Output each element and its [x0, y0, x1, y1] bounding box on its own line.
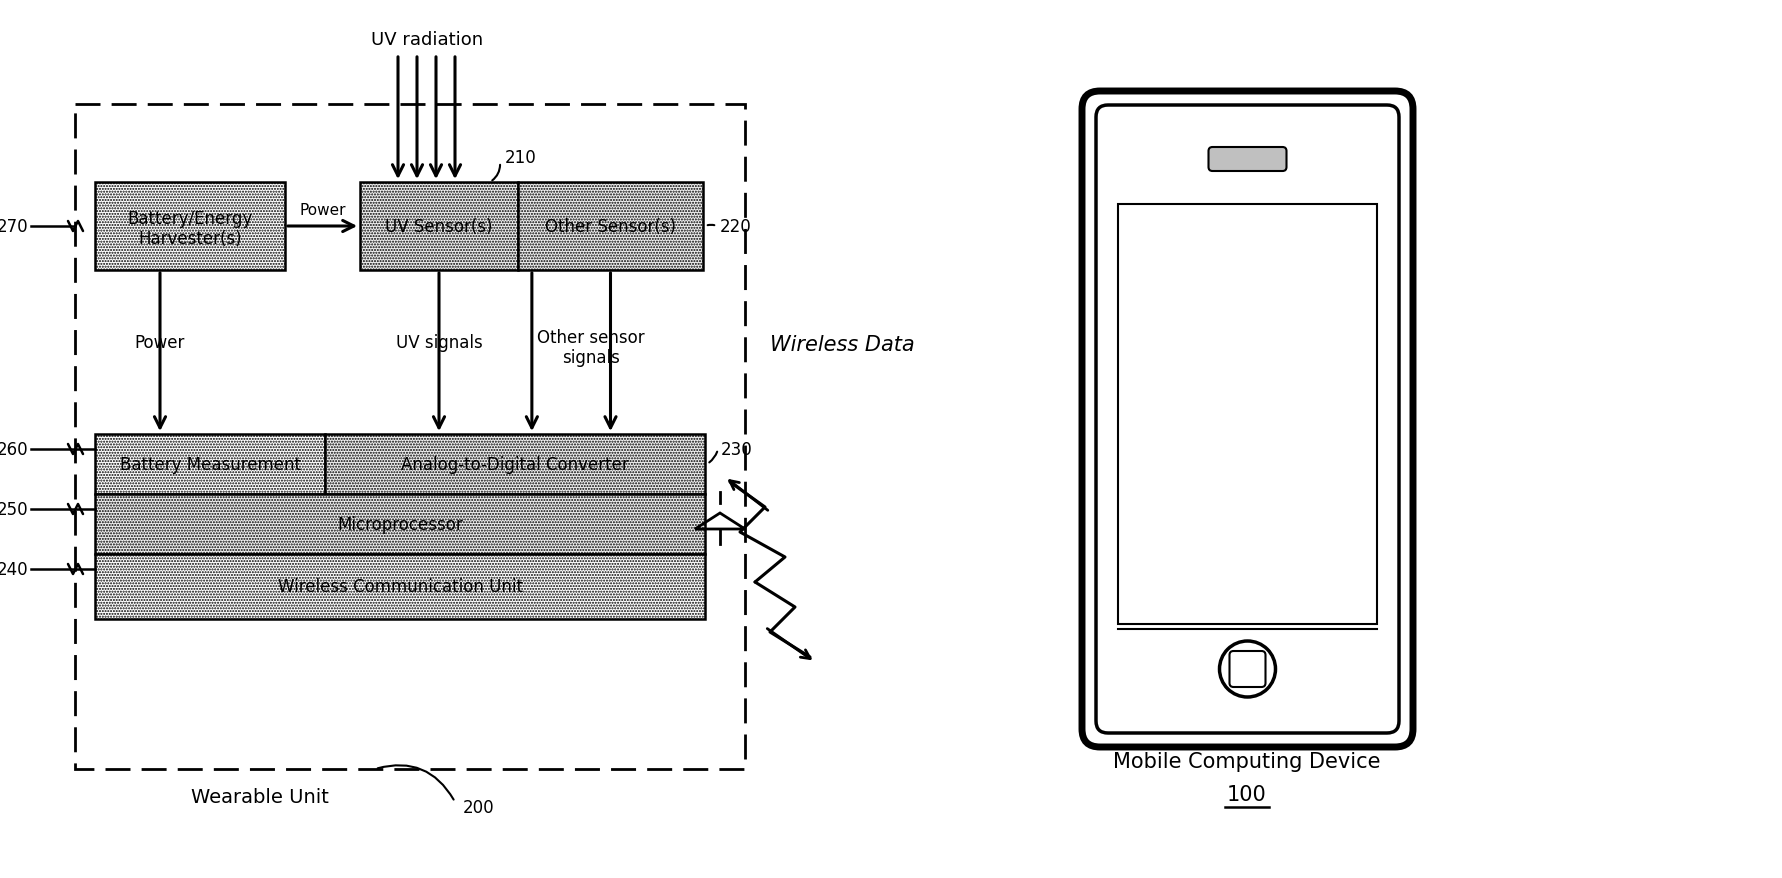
- Bar: [360, 183, 519, 270]
- Text: Microprocessor: Microprocessor: [337, 515, 463, 534]
- Bar: [94, 494, 706, 554]
- Text: 200: 200: [463, 798, 495, 816]
- Text: 270: 270: [0, 218, 29, 235]
- Text: 100: 100: [1228, 784, 1267, 804]
- Bar: [94, 554, 706, 619]
- Bar: [94, 435, 324, 494]
- Bar: [75, 104, 745, 769]
- Bar: [94, 183, 285, 270]
- Text: Other sensor
signals: Other sensor signals: [536, 328, 645, 367]
- FancyBboxPatch shape: [1230, 651, 1265, 687]
- FancyBboxPatch shape: [1082, 92, 1413, 747]
- Text: Other Sensor(s): Other Sensor(s): [545, 218, 675, 235]
- Text: Wireless Communication Unit: Wireless Communication Unit: [278, 578, 522, 596]
- Text: 210: 210: [504, 149, 536, 167]
- Text: 240: 240: [0, 560, 29, 579]
- Text: UV Sensor(s): UV Sensor(s): [385, 218, 494, 235]
- FancyBboxPatch shape: [1096, 106, 1399, 733]
- Text: Wireless Data: Wireless Data: [770, 335, 914, 355]
- Text: Harvester(s): Harvester(s): [139, 230, 242, 248]
- Text: 220: 220: [720, 218, 752, 235]
- Text: 260: 260: [0, 441, 29, 458]
- FancyBboxPatch shape: [1208, 148, 1287, 172]
- Text: 250: 250: [0, 500, 29, 518]
- Text: 230: 230: [722, 441, 752, 458]
- Text: Power: Power: [135, 334, 185, 351]
- Bar: [324, 435, 706, 494]
- Text: Power: Power: [299, 204, 346, 219]
- Text: UV signals: UV signals: [396, 334, 483, 351]
- Text: Battery Measurement: Battery Measurement: [119, 456, 301, 473]
- Bar: [1117, 205, 1377, 624]
- Bar: [519, 183, 704, 270]
- Text: Wearable Unit: Wearable Unit: [191, 788, 330, 807]
- Text: UV radiation: UV radiation: [371, 31, 483, 49]
- Text: Mobile Computing Device: Mobile Computing Device: [1114, 752, 1381, 771]
- Text: Battery/Energy: Battery/Energy: [127, 210, 253, 227]
- Bar: [96, 184, 283, 270]
- Text: Analog-to-Digital Converter: Analog-to-Digital Converter: [401, 456, 629, 473]
